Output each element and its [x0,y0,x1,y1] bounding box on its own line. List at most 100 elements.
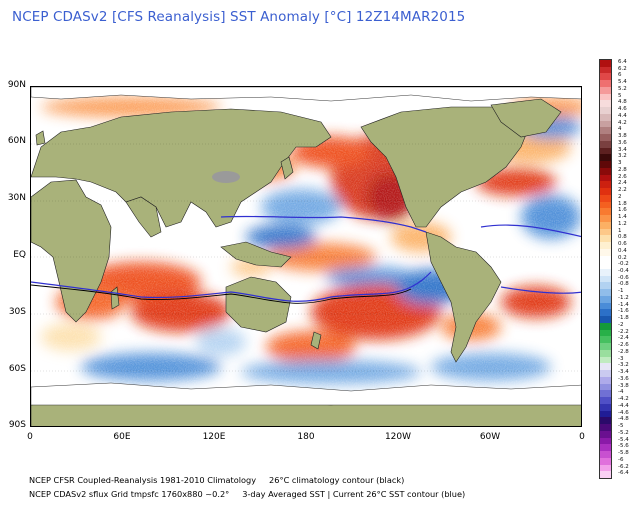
lon-label-60w: 60W [479,432,501,442]
colorbar-swatch [600,444,611,452]
colorbar-label: 4.2 [618,119,627,126]
land-japan [280,156,294,180]
colorbar-swatch [600,127,611,135]
colorbar-label: -4.6 [618,409,629,416]
graticule [31,143,581,372]
colorbar-label: 3.8 [618,133,627,140]
sst-26c-contours [31,215,581,304]
sst-anomaly-map [30,86,582,427]
colorbar-swatch [600,255,611,263]
colorbar-swatch [600,316,611,324]
colorbar-swatch [600,363,611,371]
tibet-plateau [212,171,240,183]
current-26c-contour-south [31,271,581,302]
colorbar-label: -5.6 [618,443,629,450]
colorbar-swatch [600,73,611,81]
colorbar-swatch [600,437,611,445]
colorbar-swatch [600,113,611,122]
colorbar-label: -0.8 [618,281,629,288]
lon-label-180: 180 [297,432,315,442]
colorbar-label: -3 [618,355,624,362]
colorbar-swatch [600,140,611,149]
colorbar-swatch [600,80,611,88]
colorbar-label: -3.2 [618,362,629,369]
colorbar-label: 5.4 [618,79,627,86]
land-north-america [360,106,532,228]
colorbar-swatch [600,349,611,358]
colorbar-swatch [600,228,611,236]
colorbar-swatch [600,397,611,405]
colorbar-label: -0.4 [618,268,629,274]
sea-ice [31,87,581,406]
colorbar-label: -5.4 [618,436,629,443]
colorbar-swatch [600,120,611,128]
colorbar-swatch [600,66,611,74]
colorbar-swatch [600,275,611,283]
colorbar-swatch [600,107,611,115]
colorbar-swatch [600,93,611,101]
colorbar-swatch [600,208,611,216]
colorbar-swatch [600,471,611,479]
colorbar-swatch [600,161,611,169]
footer-line-2: NCEP CDASv2 sflux Grid tmpsfc 1760x880 ~… [29,489,466,499]
lat-label-90s: 90S [8,420,26,430]
colorbar-label: 0.4 [618,247,627,254]
colorbar-swatch [600,343,611,351]
lat-label-30s: 30S [8,307,26,317]
colorbar-label: -0.6 [618,274,629,281]
colorbar-swatch [600,370,611,378]
colorbar-swatch [600,336,611,344]
colorbar-label: 3.6 [618,139,627,146]
colorbar-label: 3 [618,160,622,167]
colorbar-swatch [600,60,611,68]
colorbar-swatch [600,457,611,465]
colorbar-label: 4.4 [618,112,627,119]
colorbar-label: 4.8 [618,99,627,106]
land-new-zealand [310,331,322,350]
colorbar-label: -4 [618,389,624,396]
current-26c-contour-north [220,215,581,238]
colorbar-swatch [600,289,611,297]
colorbar-label: -5.2 [618,429,629,436]
colorbar-label: 1.2 [618,220,627,227]
colorbar-swatch [600,410,611,418]
colorbar-swatch [600,248,611,256]
colorbar-swatch [600,188,611,196]
colorbar-swatch [600,215,611,223]
colorbar-swatch [600,329,611,337]
colorbar-label: -3.4 [618,369,629,376]
colorbar-label: 2.6 [618,173,627,180]
climo-26c-contour [31,284,412,304]
colorbar-swatch [600,242,611,250]
colorbar-label: -3.8 [618,382,629,389]
colorbar-label: 2.2 [618,187,627,194]
colorbar-swatch [600,424,611,432]
colorbar-swatch [600,403,611,412]
colorbar-label: -2.6 [618,342,629,349]
colorbar-label: 0.6 [618,241,627,248]
colorbar-swatch [600,201,611,209]
colorbar-label: -4.8 [618,416,629,423]
colorbar-label: 4 [618,126,622,133]
land-masses [31,98,581,426]
colorbar-label: 0.8 [618,234,627,241]
colorbar-swatch [600,390,611,398]
colorbar-label: -1.4 [618,301,629,308]
colorbar-swatch [600,302,611,310]
colorbar-label: 5.2 [618,85,627,92]
lon-label-0: 0 [27,432,33,442]
colorbar-swatch [600,194,611,203]
colorbar-swatch [600,235,611,243]
colorbar-label: 2 [618,193,622,200]
colorbar-swatch [600,181,611,189]
colorbar-swatch [600,451,611,459]
colorbar-label: 1.6 [618,207,627,214]
colorbar-label: 4.6 [618,106,627,113]
colorbar-label: -2.2 [618,328,629,335]
colorbar-label: 2.8 [618,166,627,173]
colorbar-swatch [600,295,611,304]
colorbar-label: -4.2 [618,396,629,403]
lon-label-60e: 60E [113,432,131,442]
colorbar-swatch [600,100,611,108]
land-india [125,196,162,238]
